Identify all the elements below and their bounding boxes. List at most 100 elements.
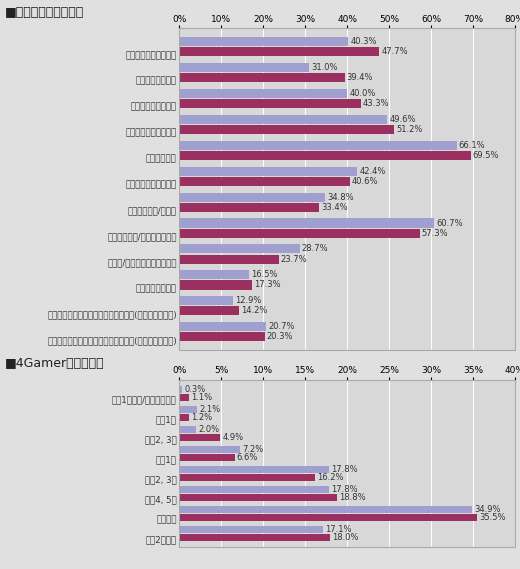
Text: 美しいグラフィックス: 美しいグラフィックス — [125, 51, 177, 60]
Text: 34.8%: 34.8% — [328, 192, 354, 201]
Text: 42.4%: 42.4% — [359, 167, 386, 176]
Text: 47.7%: 47.7% — [382, 47, 408, 56]
Text: 分かりやすさ/安心感: 分かりやすさ/安心感 — [128, 207, 177, 216]
Text: 4.9%: 4.9% — [223, 433, 244, 442]
Text: 週に1回: 週に1回 — [156, 456, 177, 465]
Bar — [179, 192, 326, 201]
Bar — [179, 526, 323, 533]
Text: 6.6%: 6.6% — [237, 453, 258, 462]
Text: 週に2, 3回: 週に2, 3回 — [145, 476, 177, 485]
Text: 40.3%: 40.3% — [350, 37, 377, 46]
Text: 12.9%: 12.9% — [236, 296, 262, 306]
Bar — [179, 534, 330, 541]
Text: 月に2, 3回: 月に2, 3回 — [145, 436, 177, 444]
Bar — [179, 229, 420, 238]
Text: 39.4%: 39.4% — [347, 73, 373, 82]
Bar — [179, 426, 196, 433]
Text: 20.3%: 20.3% — [267, 332, 293, 341]
Bar — [179, 414, 189, 421]
Bar — [179, 151, 471, 160]
Text: 20.7%: 20.7% — [268, 322, 295, 331]
Bar — [179, 99, 361, 108]
Bar — [179, 47, 380, 56]
Text: 69.5%: 69.5% — [473, 151, 499, 160]
Bar — [179, 254, 279, 263]
Bar — [179, 494, 337, 501]
Bar — [179, 89, 347, 98]
Text: 17.8%: 17.8% — [331, 485, 357, 494]
Text: 耳に残るサウンド: 耳に残るサウンド — [136, 77, 177, 86]
Bar — [179, 141, 457, 150]
Text: 低価格であること: 低価格であること — [136, 284, 177, 293]
Text: 快適な操作性: 快適な操作性 — [146, 155, 177, 163]
Bar — [179, 486, 329, 493]
Bar — [179, 434, 220, 441]
Text: 40.6%: 40.6% — [352, 177, 378, 186]
Bar — [179, 466, 329, 473]
Text: 60.7%: 60.7% — [436, 218, 463, 228]
Text: 2.1%: 2.1% — [199, 405, 220, 414]
Text: 18.0%: 18.0% — [332, 533, 359, 542]
Text: ゲームを介してのコミュニケーション(ネット上などで): ゲームを介してのコミュニケーション(ネット上などで) — [47, 336, 177, 345]
Bar — [179, 73, 345, 82]
Text: 51.2%: 51.2% — [396, 125, 423, 134]
Bar — [179, 115, 387, 124]
Text: 18.8%: 18.8% — [339, 493, 366, 502]
Text: 月に1回以下/今回が初めて: 月に1回以下/今回が初めて — [112, 395, 177, 405]
Text: 魅力的なキャラクター: 魅力的なキャラクター — [125, 129, 177, 138]
Bar — [179, 454, 235, 461]
Text: ■4Gamerを見る頻度: ■4Gamerを見る頻度 — [5, 357, 105, 370]
Bar — [179, 506, 472, 513]
Bar — [179, 281, 252, 290]
Text: 43.3%: 43.3% — [363, 99, 389, 108]
Bar — [179, 306, 239, 315]
Text: 2.0%: 2.0% — [198, 425, 219, 434]
Bar — [179, 177, 349, 186]
Bar — [179, 125, 394, 134]
Text: 34.9%: 34.9% — [474, 505, 501, 514]
Text: 7.2%: 7.2% — [242, 445, 263, 454]
Bar — [179, 63, 309, 72]
Text: 49.6%: 49.6% — [389, 115, 416, 124]
Bar — [179, 203, 319, 212]
Text: 週に4, 5回: 週に4, 5回 — [145, 496, 177, 505]
Bar — [179, 406, 197, 413]
Text: 毎日2回以上: 毎日2回以上 — [146, 535, 177, 545]
Bar — [179, 296, 233, 306]
Text: 16.5%: 16.5% — [251, 270, 277, 279]
Bar — [179, 514, 477, 521]
Text: やり込み要素/長く遥べること: やり込み要素/長く遥べること — [107, 232, 177, 241]
Bar — [179, 245, 300, 254]
Text: 17.1%: 17.1% — [325, 525, 352, 534]
Text: 35.5%: 35.5% — [479, 513, 505, 522]
Text: 17.8%: 17.8% — [331, 465, 357, 474]
Text: 23.7%: 23.7% — [281, 254, 307, 263]
Text: 57.3%: 57.3% — [422, 229, 448, 238]
Bar — [179, 218, 434, 228]
Text: 0.3%: 0.3% — [184, 385, 205, 394]
Text: 毎日見る: 毎日見る — [157, 516, 177, 525]
Text: 66.1%: 66.1% — [459, 141, 485, 150]
Text: 14.2%: 14.2% — [241, 307, 267, 315]
Text: 16.2%: 16.2% — [317, 473, 344, 482]
Bar — [179, 474, 315, 481]
Bar — [179, 37, 348, 46]
Text: 月に1回: 月に1回 — [156, 415, 177, 424]
Text: 33.4%: 33.4% — [321, 203, 348, 212]
Bar — [179, 270, 249, 279]
Text: 1.1%: 1.1% — [191, 393, 212, 402]
Text: ■ゲームに求めるもの: ■ゲームに求めるもの — [5, 6, 84, 19]
Text: 1.2%: 1.2% — [191, 413, 213, 422]
Bar — [179, 322, 266, 331]
Bar — [179, 332, 265, 341]
Bar — [179, 394, 189, 401]
Text: 手軽さ/短時間で楽しめること: 手軽さ/短時間で楽しめること — [107, 258, 177, 267]
Text: 31.0%: 31.0% — [311, 63, 338, 72]
Text: 17.3%: 17.3% — [254, 281, 281, 290]
Bar — [179, 446, 240, 453]
Bar — [179, 167, 357, 176]
Text: ゲームを介してのコミュニケーション(リアルで知人と): ゲームを介してのコミュニケーション(リアルで知人と) — [47, 310, 177, 319]
Text: 28.7%: 28.7% — [302, 245, 329, 253]
Text: 40.0%: 40.0% — [349, 89, 375, 98]
Text: 感動的なストーリー: 感動的なストーリー — [131, 103, 177, 112]
